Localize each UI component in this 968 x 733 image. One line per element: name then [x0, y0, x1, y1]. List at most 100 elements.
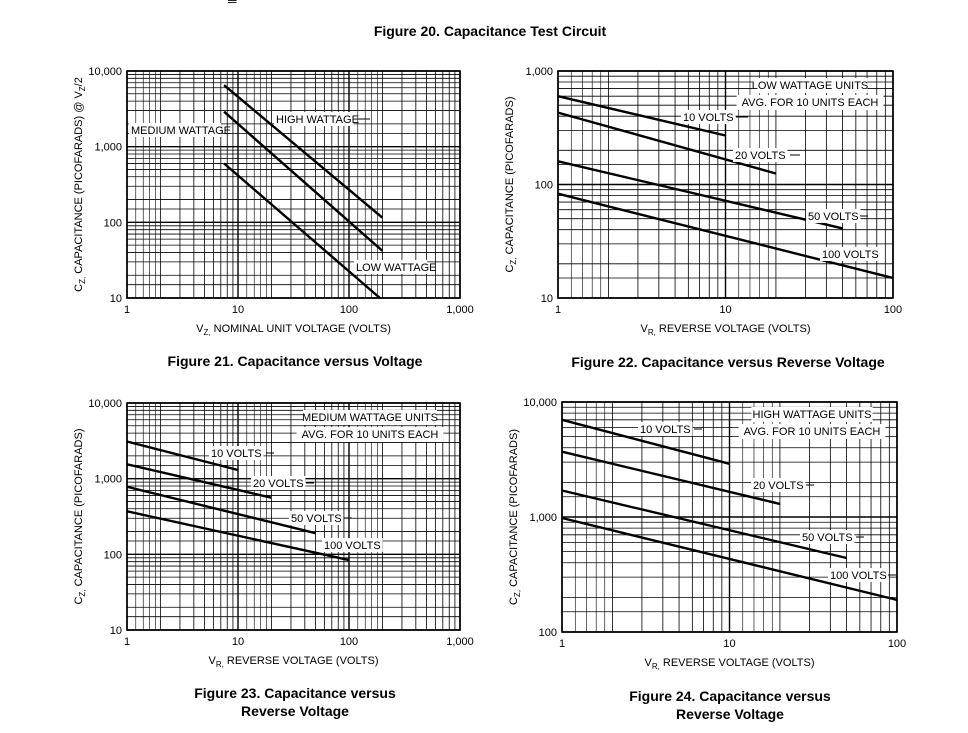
- y-tick-label: 10: [110, 293, 122, 305]
- x-tick-label: 1: [124, 304, 130, 316]
- series-label-bg: [289, 511, 344, 525]
- x-tick-label: 10: [719, 304, 731, 316]
- series-line-0: [223, 84, 384, 219]
- y-axis-label: CZ, CAPACITANCE (PICOFARADS): [504, 96, 518, 272]
- y-tick-label: 100: [104, 217, 122, 229]
- series-label-bg: [820, 247, 881, 261]
- series-label: 100 VOLTS: [822, 249, 879, 261]
- y-tick-label: 1,000: [525, 66, 553, 78]
- series-label-bg: [209, 446, 264, 460]
- figure23-caption-line2: Reverse Voltage: [241, 703, 349, 719]
- series-label: 50 VOLTS: [802, 532, 853, 544]
- y-axis-label: CZ, CAPACITANCE (PICOFARADS): [73, 428, 87, 604]
- series-line-3: [561, 516, 898, 602]
- figure24-caption-line1: Figure 24. Capacitance versus: [629, 688, 831, 704]
- plot-frame: [126, 402, 461, 631]
- figure23-caption: Figure 23. Capacitance versus Reverse Vo…: [160, 684, 430, 720]
- series-label-bg: [751, 478, 806, 492]
- x-tick-label: 1,000: [446, 304, 474, 316]
- series-label: 100 VOLTS: [830, 570, 887, 582]
- series-line-0: [561, 418, 730, 465]
- x-tick-label: 10: [232, 636, 244, 648]
- plot-frame: [126, 70, 461, 299]
- annotation-bg: [738, 424, 886, 439]
- series-label: MEDIUM WATTAGE: [131, 125, 231, 137]
- series-line-0: [126, 440, 239, 472]
- x-tick-label: 10: [232, 304, 244, 316]
- series-label-bg: [806, 209, 861, 223]
- x-axis-label: VR, REVERSE VOLTAGE (VOLTS): [641, 323, 811, 337]
- figure22-caption: Figure 22. Capacitance versus Reverse Vo…: [571, 354, 885, 370]
- series-label-bg: [129, 123, 222, 137]
- x-tick-label: 1: [124, 636, 130, 648]
- x-tick-label: 1,000: [446, 636, 474, 648]
- series-line-2: [557, 160, 843, 230]
- series-label: LOW WATTAGE: [356, 262, 436, 274]
- series-line-2: [126, 485, 316, 535]
- chart-fig24: 1 10 100 100 1,000 10,000 VR, REVERSE VOLTAGE …: [508, 397, 906, 671]
- series-line-1: [557, 111, 777, 175]
- series-label: 20 VOLTS: [753, 480, 804, 492]
- series-line-0: [557, 95, 726, 137]
- y-tick-label: 100: [539, 627, 557, 639]
- series-line-1: [126, 463, 272, 499]
- x-axis-label: VZ, NOMINAL UNIT VOLTAGE (VOLTS): [196, 323, 391, 337]
- series-label-bg: [354, 260, 428, 274]
- annotation-text: AVG. FOR 10 UNITS EACH: [744, 426, 881, 438]
- x-tick-label: 100: [340, 636, 358, 648]
- y-tick-label: 10: [541, 293, 553, 305]
- series-label-bg: [322, 538, 383, 552]
- series-line-3: [557, 192, 894, 280]
- figure24-caption: Figure 24. Capacitance versus Reverse Vo…: [595, 687, 865, 723]
- x-axis-label: VR, REVERSE VOLTAGE (VOLTS): [645, 657, 815, 671]
- series-line-1: [561, 450, 781, 506]
- x-tick-label: 1: [555, 304, 561, 316]
- annotation-bg: [736, 95, 884, 110]
- y-tick-label: 10,000: [88, 398, 122, 410]
- annotation-bg: [752, 78, 868, 93]
- annotation-text: HIGH WATTAGE UNITS: [753, 409, 872, 421]
- y-tick-label: 100: [535, 180, 553, 192]
- x-axis-label: VR, REVERSE VOLTAGE (VOLTS): [209, 655, 379, 669]
- series-label: HIGH WATTAGE: [276, 114, 359, 126]
- figure20-title: Figure 20. Capacitance Test Circuit: [373, 23, 607, 39]
- y-tick-label: 1,000: [94, 142, 122, 154]
- plot-frame: [561, 401, 898, 633]
- figure24-caption-line2: Reverse Voltage: [676, 706, 784, 722]
- annotation-text: LOW WATTAGE UNITS: [752, 80, 869, 92]
- y-tick-label: 100: [104, 549, 122, 561]
- series-line-2: [223, 162, 381, 299]
- series-label: 50 VOLTS: [808, 211, 859, 223]
- series-label-bg: [251, 476, 306, 490]
- series-label: 10 VOLTS: [211, 448, 262, 460]
- series-label-bg: [638, 422, 693, 436]
- annotation-bg: [296, 427, 444, 442]
- annotation-text: AVG. FOR 10 UNITS EACH: [302, 429, 439, 441]
- series-label: 10 VOLTS: [683, 112, 734, 124]
- series-label-bg: [274, 112, 354, 126]
- annotation-bg: [303, 410, 437, 425]
- series-line-2: [561, 489, 847, 560]
- x-tick-label: 1: [559, 638, 565, 650]
- figure23-caption-line1: Figure 23. Capacitance versus: [194, 685, 396, 701]
- series-line-1: [223, 110, 384, 252]
- annotation-text: MEDIUM WATTAGE UNITS: [302, 412, 438, 424]
- series-label: 20 VOLTS: [735, 150, 786, 162]
- x-tick-label: 100: [888, 638, 906, 650]
- y-axis-label: CZ, CAPACITANCE (PICOFARADS): [508, 429, 522, 605]
- x-tick-label: 100: [884, 304, 902, 316]
- y-tick-label: 10,000: [523, 397, 557, 409]
- y-tick-label: 10: [110, 625, 122, 637]
- series-label: 100 VOLTS: [324, 540, 381, 552]
- series-label-bg: [681, 110, 736, 124]
- plot-frame: [557, 70, 894, 299]
- series-label: 10 VOLTS: [640, 424, 691, 436]
- top-symbol: ═: [228, 0, 237, 8]
- y-tick-label: 1,000: [94, 474, 122, 486]
- series-label-bg: [800, 530, 855, 544]
- series-label-bg: [828, 568, 889, 582]
